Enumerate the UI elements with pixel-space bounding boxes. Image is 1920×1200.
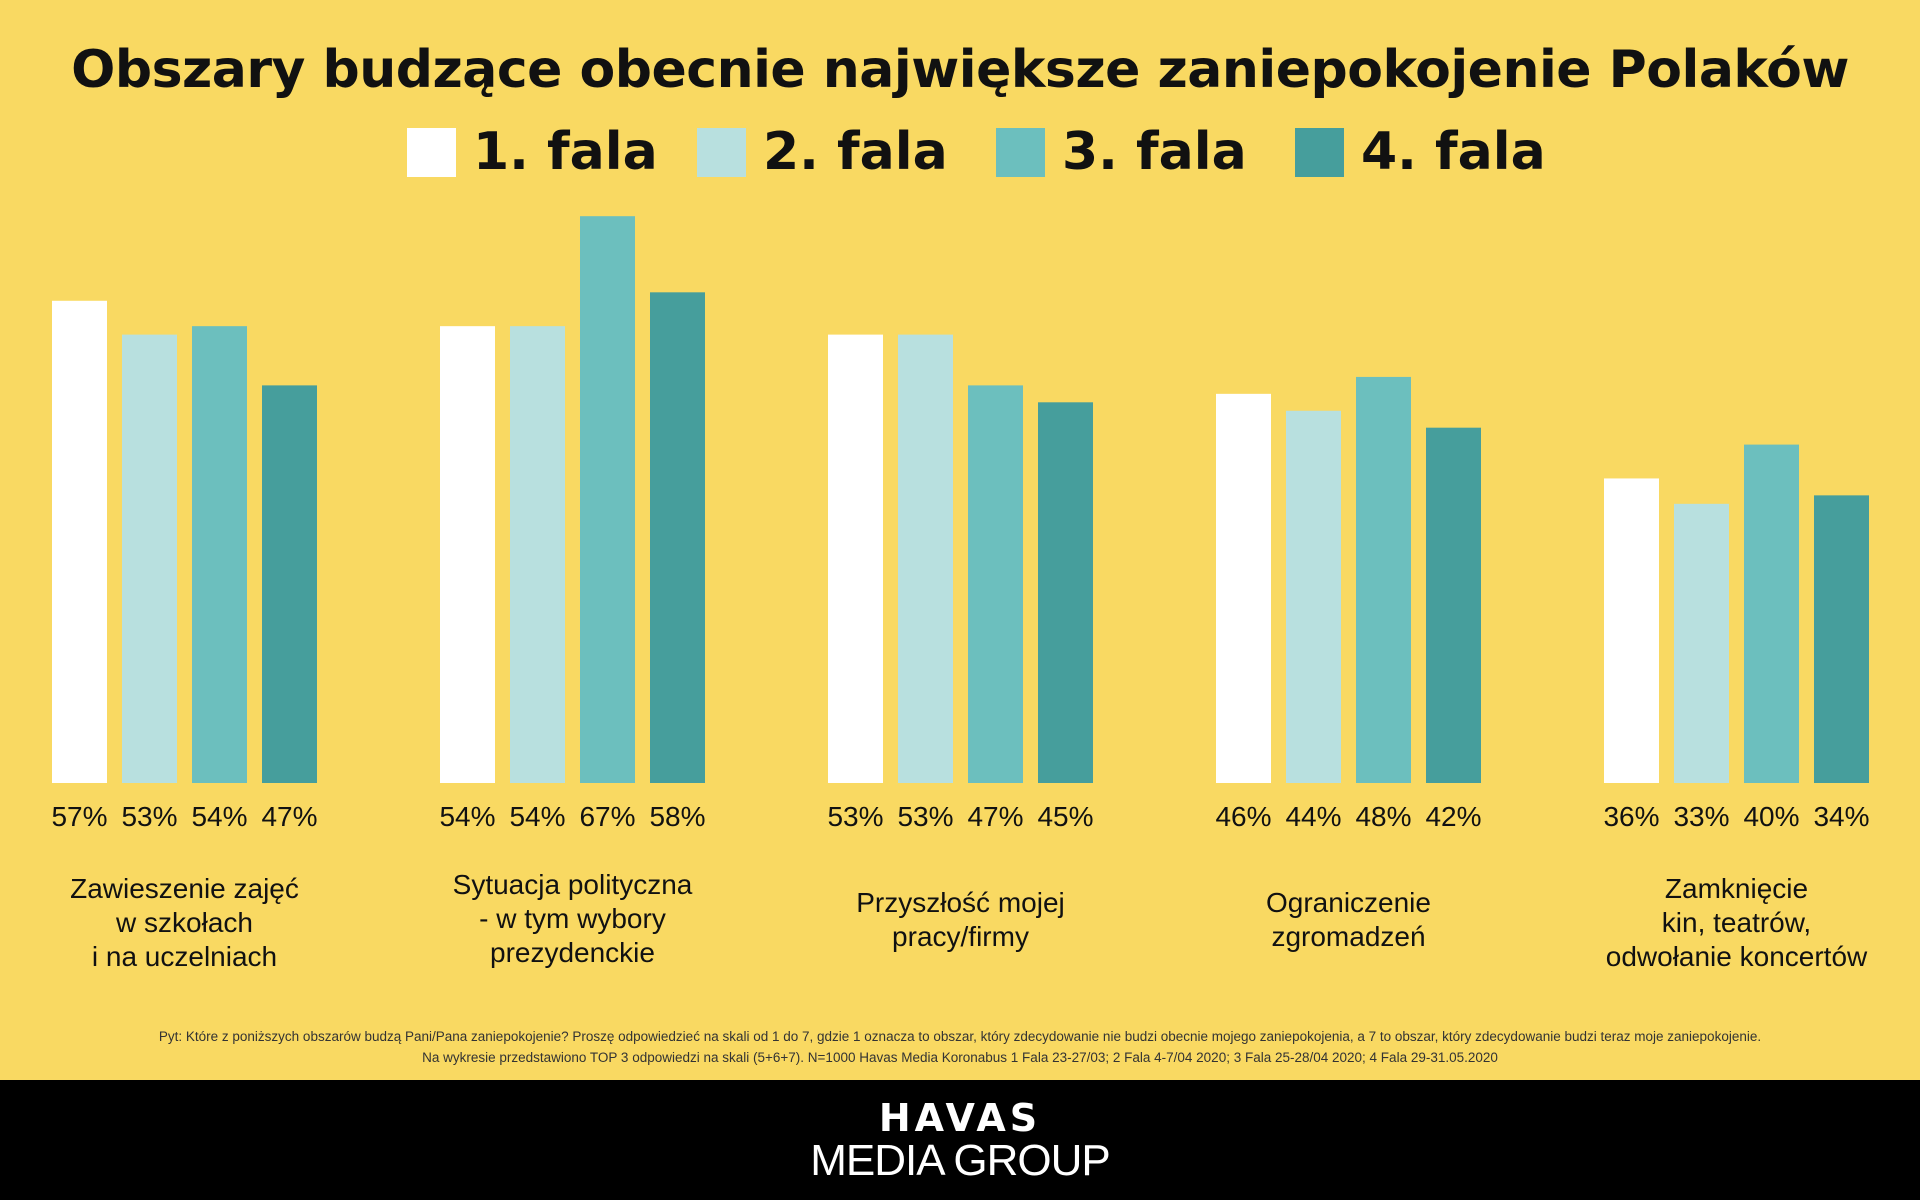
bar-4-series-4 [1426, 427, 1481, 783]
data-label: 67% [579, 801, 635, 832]
data-label: 47% [967, 801, 1023, 832]
bar-2-series-2 [510, 326, 565, 783]
category-label: Zawieszenie zajęć w szkołach i na uczeln… [70, 873, 299, 972]
footnote-line-2: Na wykresie przedstawiono TOP 3 odpowied… [422, 1050, 1498, 1065]
legend-label: 1. fala [473, 122, 658, 182]
data-label: 42% [1425, 801, 1481, 832]
data-label: 54% [191, 801, 247, 832]
data-label: 47% [261, 801, 317, 832]
data-label: 57% [51, 801, 107, 832]
logo-line-1: HAVAS [878, 1096, 1042, 1140]
bar-2-series-4 [650, 292, 705, 783]
bar-5-series-4 [1814, 495, 1869, 783]
bar-5-series-1 [1604, 478, 1659, 783]
chart-title: Obszary budzące obecnie największe zanie… [71, 40, 1849, 100]
bar-4-series-3 [1356, 376, 1411, 783]
footnote-line-1: Pyt: Które z poniższych obszarów budzą P… [158, 1029, 1762, 1044]
legend: 1. fala 2. fala 3. fala 4. fala [0, 122, 1920, 182]
legend-label: 3. fala [1062, 122, 1247, 182]
data-label: 46% [1215, 801, 1271, 832]
data-label: 48% [1355, 801, 1411, 832]
bar-5-series-2 [1674, 503, 1729, 783]
bar-1-series-4 [262, 385, 317, 783]
category-label: Zamknięcie kin, teatrów, odwołanie konce… [1605, 873, 1868, 972]
legend-label: 2. fala [763, 122, 948, 182]
data-label: 33% [1673, 801, 1729, 832]
category-label: Przyszłość mojej pracy/firmy [856, 887, 1065, 952]
bar-3-series-3 [968, 385, 1023, 783]
data-label: 53% [121, 801, 177, 832]
data-label: 34% [1813, 801, 1869, 832]
legend-swatch [407, 128, 456, 177]
legend-swatch [697, 128, 746, 177]
legend-label: 4. fala [1361, 122, 1546, 182]
logo-line-2: MEDIA GROUP [810, 1136, 1111, 1185]
bar-2-series-1 [440, 326, 495, 783]
data-label: 45% [1037, 801, 1093, 832]
category-label: Ograniczenie zgromadzeń [1266, 887, 1431, 952]
data-label: 54% [439, 801, 495, 832]
data-label: 44% [1285, 801, 1341, 832]
bar-2-series-3 [580, 216, 635, 783]
data-label: 36% [1603, 801, 1659, 832]
bar-3-series-2 [898, 334, 953, 783]
bar-1-series-2 [122, 334, 177, 783]
bar-1-series-1 [52, 300, 107, 783]
bar-1-series-3 [192, 326, 247, 783]
data-label: 58% [649, 801, 705, 832]
data-label: 40% [1743, 801, 1799, 832]
bar-3-series-1 [828, 334, 883, 783]
legend-swatch [996, 128, 1045, 177]
data-label: 53% [897, 801, 953, 832]
data-label: 54% [509, 801, 565, 832]
footnote: Pyt: Które z poniższych obszarów budzą P… [0, 1026, 1920, 1068]
footer-bar: HAVAS MEDIA GROUP [0, 1080, 1920, 1200]
bar-3-series-4 [1038, 402, 1093, 783]
data-label: 53% [827, 801, 883, 832]
category-label: Sytuacja polityczna - w tym wybory prezy… [452, 869, 693, 968]
havas-media-group-logo: HAVAS MEDIA GROUP [0, 1098, 1920, 1188]
legend-swatch [1295, 128, 1344, 177]
bar-5-series-3 [1744, 444, 1799, 783]
bar-4-series-1 [1216, 393, 1271, 783]
bar-4-series-2 [1286, 410, 1341, 783]
